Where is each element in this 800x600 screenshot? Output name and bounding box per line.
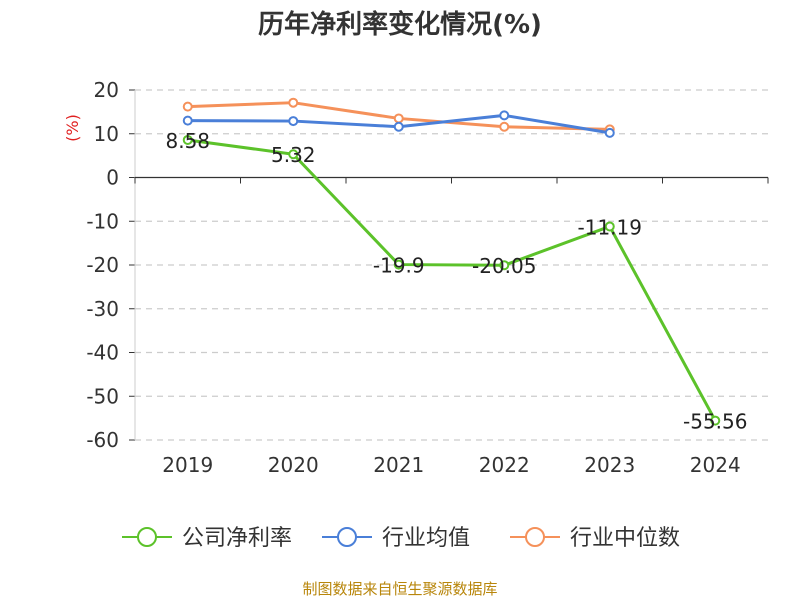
series-point-0 bbox=[499, 260, 510, 271]
chart-title: 历年净利率变化情况(%) bbox=[258, 9, 542, 40]
source-note: 制图数据来自恒生聚源数据库 bbox=[302, 580, 497, 598]
series-layer bbox=[182, 97, 721, 426]
series-point-0 bbox=[710, 415, 721, 426]
data-label: -55.56 bbox=[683, 410, 747, 434]
legend: 公司净利率 行业均值 行业中位数 bbox=[122, 526, 680, 551]
data-label: -20.05 bbox=[472, 254, 536, 278]
x-tick-label: 2019 bbox=[162, 453, 213, 477]
y-tick-labels: 20 10 0 -10 -20 -30 -40 -50 -60 bbox=[86, 78, 119, 452]
series-point-2 bbox=[393, 113, 404, 124]
legend-marker-2 bbox=[525, 527, 545, 547]
axes bbox=[129, 89, 769, 441]
data-label: 5.32 bbox=[271, 143, 316, 167]
series-point-2 bbox=[182, 101, 193, 112]
series-point-1 bbox=[393, 121, 404, 132]
series-point-1 bbox=[499, 110, 510, 121]
series-point-0 bbox=[604, 221, 615, 232]
legend-label-1: 行业均值 bbox=[382, 526, 470, 551]
series-point-0 bbox=[393, 259, 404, 270]
legend-label-0: 公司净利率 bbox=[182, 526, 292, 551]
series-point-1 bbox=[604, 127, 615, 138]
x-tick-label: 2024 bbox=[690, 453, 741, 477]
series-point-2 bbox=[288, 97, 299, 108]
data-labels: 8.58 5.32 -19.9 -20.05 -11.19 -55.56 bbox=[165, 129, 747, 434]
y-tick-label: 20 bbox=[94, 78, 119, 102]
y-tick-label: -60 bbox=[86, 428, 119, 452]
legend-marker-1 bbox=[337, 527, 357, 547]
legend-label-2: 行业中位数 bbox=[570, 526, 680, 551]
series-line-0 bbox=[187, 138, 717, 422]
series-point-0 bbox=[288, 149, 299, 160]
x-tick-label: 2020 bbox=[268, 453, 319, 477]
series-point-1 bbox=[288, 116, 299, 127]
series-point-0 bbox=[182, 134, 193, 145]
y-tick-label: -10 bbox=[86, 209, 119, 233]
data-label: 8.58 bbox=[165, 129, 210, 153]
y-tick-label: 0 bbox=[106, 166, 119, 190]
y-tick-label: -50 bbox=[86, 384, 119, 408]
series-point-2 bbox=[499, 121, 510, 132]
y-tick-label: -20 bbox=[86, 253, 119, 277]
y-tick-label: -40 bbox=[86, 341, 119, 365]
data-label: -11.19 bbox=[578, 215, 642, 239]
x-tick-label: 2023 bbox=[584, 453, 635, 477]
x-tick-label: 2022 bbox=[479, 453, 530, 477]
legend-marker-0 bbox=[137, 527, 157, 547]
y-axis-label: (%) bbox=[63, 114, 82, 142]
series-point-1 bbox=[182, 115, 193, 126]
y-tick-label: 10 bbox=[94, 122, 119, 146]
x-tick-labels: 2019 2020 2021 2022 2023 2024 bbox=[162, 453, 740, 477]
data-label: -19.9 bbox=[373, 254, 425, 278]
x-tick-label: 2021 bbox=[373, 453, 424, 477]
y-tick-label: -30 bbox=[86, 297, 119, 321]
